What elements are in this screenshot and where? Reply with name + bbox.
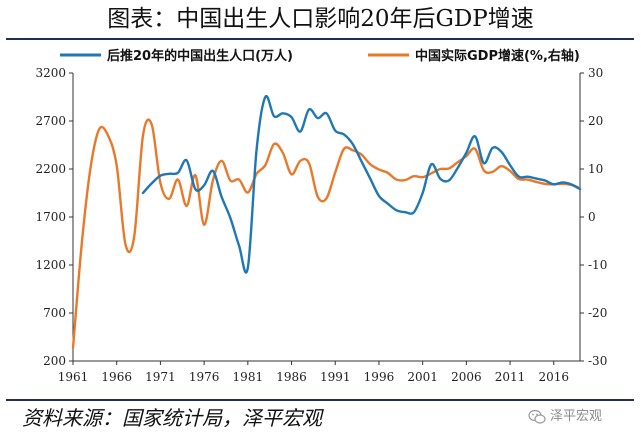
x-tick-label: 1991	[320, 370, 351, 384]
dual-axis-line-chart: 后推20年的中国出生人口(万人) 中国实际GDP增速(%,右轴) 2007001…	[35, 48, 607, 384]
legend-label-births: 后推20年的中国出生人口(万人)	[107, 48, 293, 64]
right-tick-label: 10	[588, 162, 603, 176]
right-axis-ticks: -30 -20 -10 0 10 20 30	[580, 66, 607, 368]
x-tick-label: 2006	[451, 370, 482, 384]
series-lines	[71, 94, 582, 350]
births-series-line	[141, 94, 582, 274]
x-tick-label: 1966	[101, 370, 132, 384]
x-tick-label: 1971	[145, 370, 176, 384]
left-tick-label: 2700	[35, 114, 66, 128]
watermark-text: 泽平宏观	[550, 409, 603, 424]
x-tick-label: 2011	[495, 370, 526, 384]
left-axis-ticks: 200 700 1200 1700 2200 2700 3200	[35, 66, 73, 368]
left-tick-label: 700	[43, 306, 66, 320]
watermark: 泽平宏观	[528, 404, 602, 430]
x-tick-label: 1976	[189, 370, 220, 384]
chart-legend: 后推20年的中国出生人口(万人) 中国实际GDP增速(%,右轴)	[60, 48, 580, 64]
left-tick-label: 3200	[35, 66, 66, 80]
x-tick-label: 2001	[407, 370, 438, 384]
page-title: 图表：中国出生人口影响20年后GDP增速	[107, 6, 534, 32]
wechat-icon	[528, 409, 546, 424]
source-note: 资料来源：国家统计局，泽平宏观	[22, 406, 322, 430]
legend-label-gdp: 中国实际GDP增速(%,右轴)	[415, 48, 580, 64]
x-tick-label: 1981	[233, 370, 264, 384]
left-tick-label: 1200	[35, 258, 66, 272]
right-tick-label: -10	[588, 258, 607, 272]
left-tick-label: 1700	[35, 210, 66, 224]
right-tick-label: -30	[588, 354, 607, 368]
gdp-growth-series-line	[71, 118, 582, 350]
chart-axes	[72, 73, 581, 362]
right-tick-label: 30	[588, 66, 603, 80]
right-tick-label: -20	[588, 306, 607, 320]
left-tick-label: 200	[43, 354, 66, 368]
footer-divider	[6, 399, 634, 401]
x-tick-label: 1961	[58, 370, 89, 384]
left-tick-label: 2200	[35, 162, 66, 176]
x-tick-label: 1996	[364, 370, 395, 384]
x-tick-label: 2016	[539, 370, 570, 384]
right-tick-label: 20	[588, 114, 603, 128]
x-axis-ticks: 1961 1966 1971 1976 1981 1986 1991 1996 2001 2006…	[58, 361, 569, 384]
x-tick-label: 1986	[276, 370, 307, 384]
title-divider	[6, 38, 634, 40]
right-tick-label: 0	[588, 210, 596, 224]
